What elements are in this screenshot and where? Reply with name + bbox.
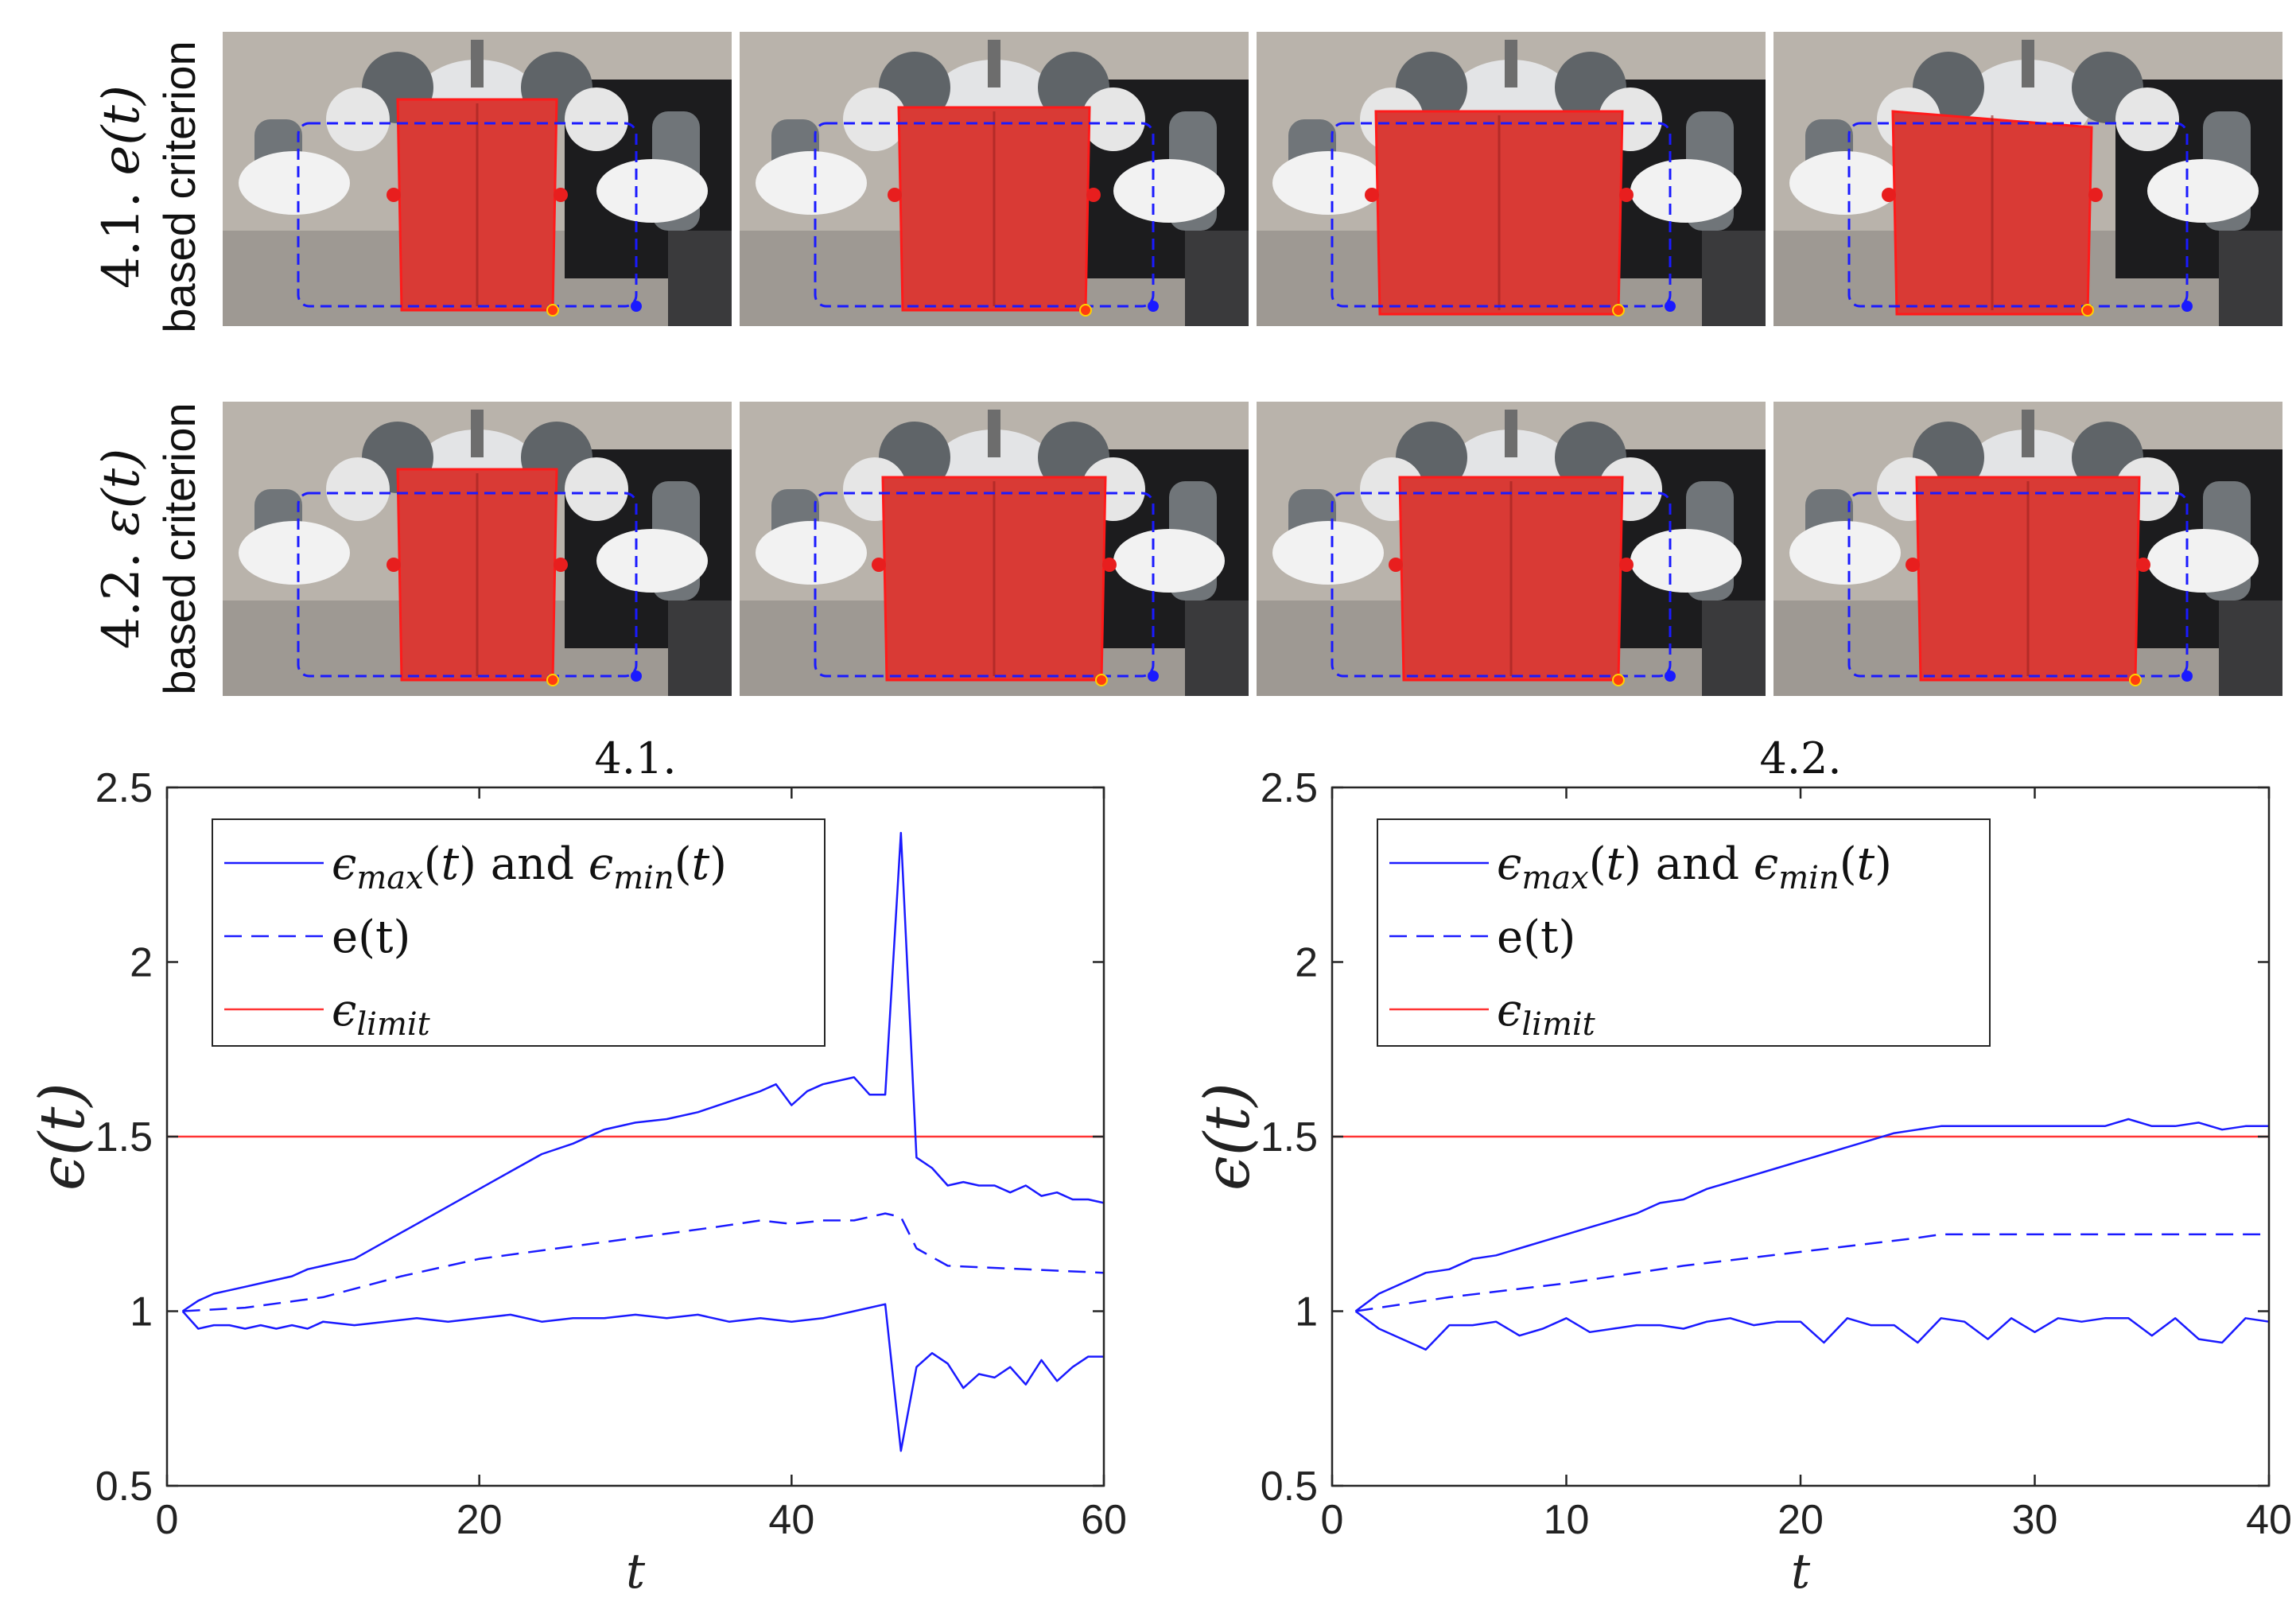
row-label-num: 4.1. [92, 191, 151, 289]
x-axis-label: t [626, 1544, 646, 1600]
legend-label-limit: ϵlimit [332, 985, 431, 1043]
row-label-text: based criterion [154, 402, 204, 695]
frame-4-2-a [223, 402, 732, 696]
x-tick-label: 0 [156, 1497, 179, 1543]
frame-4-1-d [1773, 32, 2282, 326]
legend-label-e: e(t) [1497, 912, 1575, 963]
charts-area: 4.1.0 20 40 600.511.522.5tϵ(t)ϵmax(t) and ϵ… [27, 733, 2292, 1600]
x-tick-label: 60 [1081, 1497, 1127, 1543]
frame-4-2-c [1257, 402, 1766, 696]
x-tick-label: 0 [1321, 1497, 1344, 1543]
y-tick-label: 1.5 [95, 1114, 153, 1160]
series-mint [181, 1303, 1104, 1452]
x-axis-label: t [1791, 1544, 1811, 1600]
series-maxt [181, 831, 1105, 1312]
chart-1: 4.1. 0 20 40 60 0.5 1 1.5 2 2.5 t ϵ(t) ϵmax(t) and ϵ… [27, 733, 1127, 1600]
x-tick-label: 40 [2246, 1497, 2292, 1543]
y-tick-label: 0.5 [95, 1464, 153, 1510]
y-tick-label: 1 [130, 1289, 153, 1335]
row-label-num: 4.2. [92, 552, 151, 650]
chart-2: 4.2. 0 10 20 30 40 0.5 1 1.5 2 2.5 t ϵ(t) ϵmax(t) and… [1192, 733, 2292, 1600]
frame-4-1-c [1257, 32, 1766, 326]
legend: ϵmax(t) and ϵmin(t) e(t) ϵlimit [212, 818, 826, 1047]
x-tick-label: 10 [1544, 1497, 1590, 1543]
y-tick-label: 1 [1295, 1289, 1318, 1335]
y-tick-label: 2 [130, 940, 153, 986]
x-tick-label: 20 [456, 1497, 503, 1543]
y-tick-label: 2.5 [95, 765, 153, 811]
chart-title: 4.1. [594, 733, 676, 783]
frame-4-1-b [740, 32, 1249, 326]
legend-label-emax: ϵmax(t) and ϵmin(t) [1497, 838, 1892, 896]
row-label-4-1: 4.1. e(t) based criterion [91, 20, 219, 354]
series-mint [1354, 1310, 2270, 1351]
row-label-symbol: ε(t) [92, 448, 151, 536]
series-et [182, 1212, 1105, 1312]
legend-label-limit: ϵlimit [1497, 985, 1596, 1043]
x-tick-label: 30 [2012, 1497, 2058, 1543]
x-tick-label: 20 [1777, 1497, 1824, 1543]
y-tick-label: 2 [1295, 940, 1318, 986]
row-label-4-2: 4.2. ε(t) based criterion [91, 382, 219, 716]
legend-label-e: e(t) [332, 912, 410, 963]
y-axis-label: ϵ(t) [27, 1083, 99, 1191]
series-et [1355, 1233, 2269, 1312]
y-tick-label: 2.5 [1261, 765, 1318, 811]
x-tick-label: 40 [768, 1497, 814, 1543]
series-maxt [1354, 1118, 2269, 1312]
frame-4-1-a [223, 32, 732, 326]
y-tick-label: 0.5 [1261, 1464, 1318, 1510]
legend-label-emax: ϵmax(t) and ϵmin(t) [332, 838, 727, 896]
row-label-text: based criterion [154, 41, 204, 333]
y-axis-label: ϵ(t) [1192, 1083, 1264, 1191]
row-label-symbol: e(t) [92, 85, 151, 176]
legend: ϵmax(t) and ϵmin(t) e(t) ϵlimit [1377, 818, 1991, 1047]
frame-4-2-d [1773, 402, 2282, 696]
y-tick-label: 1.5 [1261, 1114, 1318, 1160]
chart-title: 4.2. [1759, 733, 1841, 783]
frame-4-2-b [740, 402, 1249, 696]
